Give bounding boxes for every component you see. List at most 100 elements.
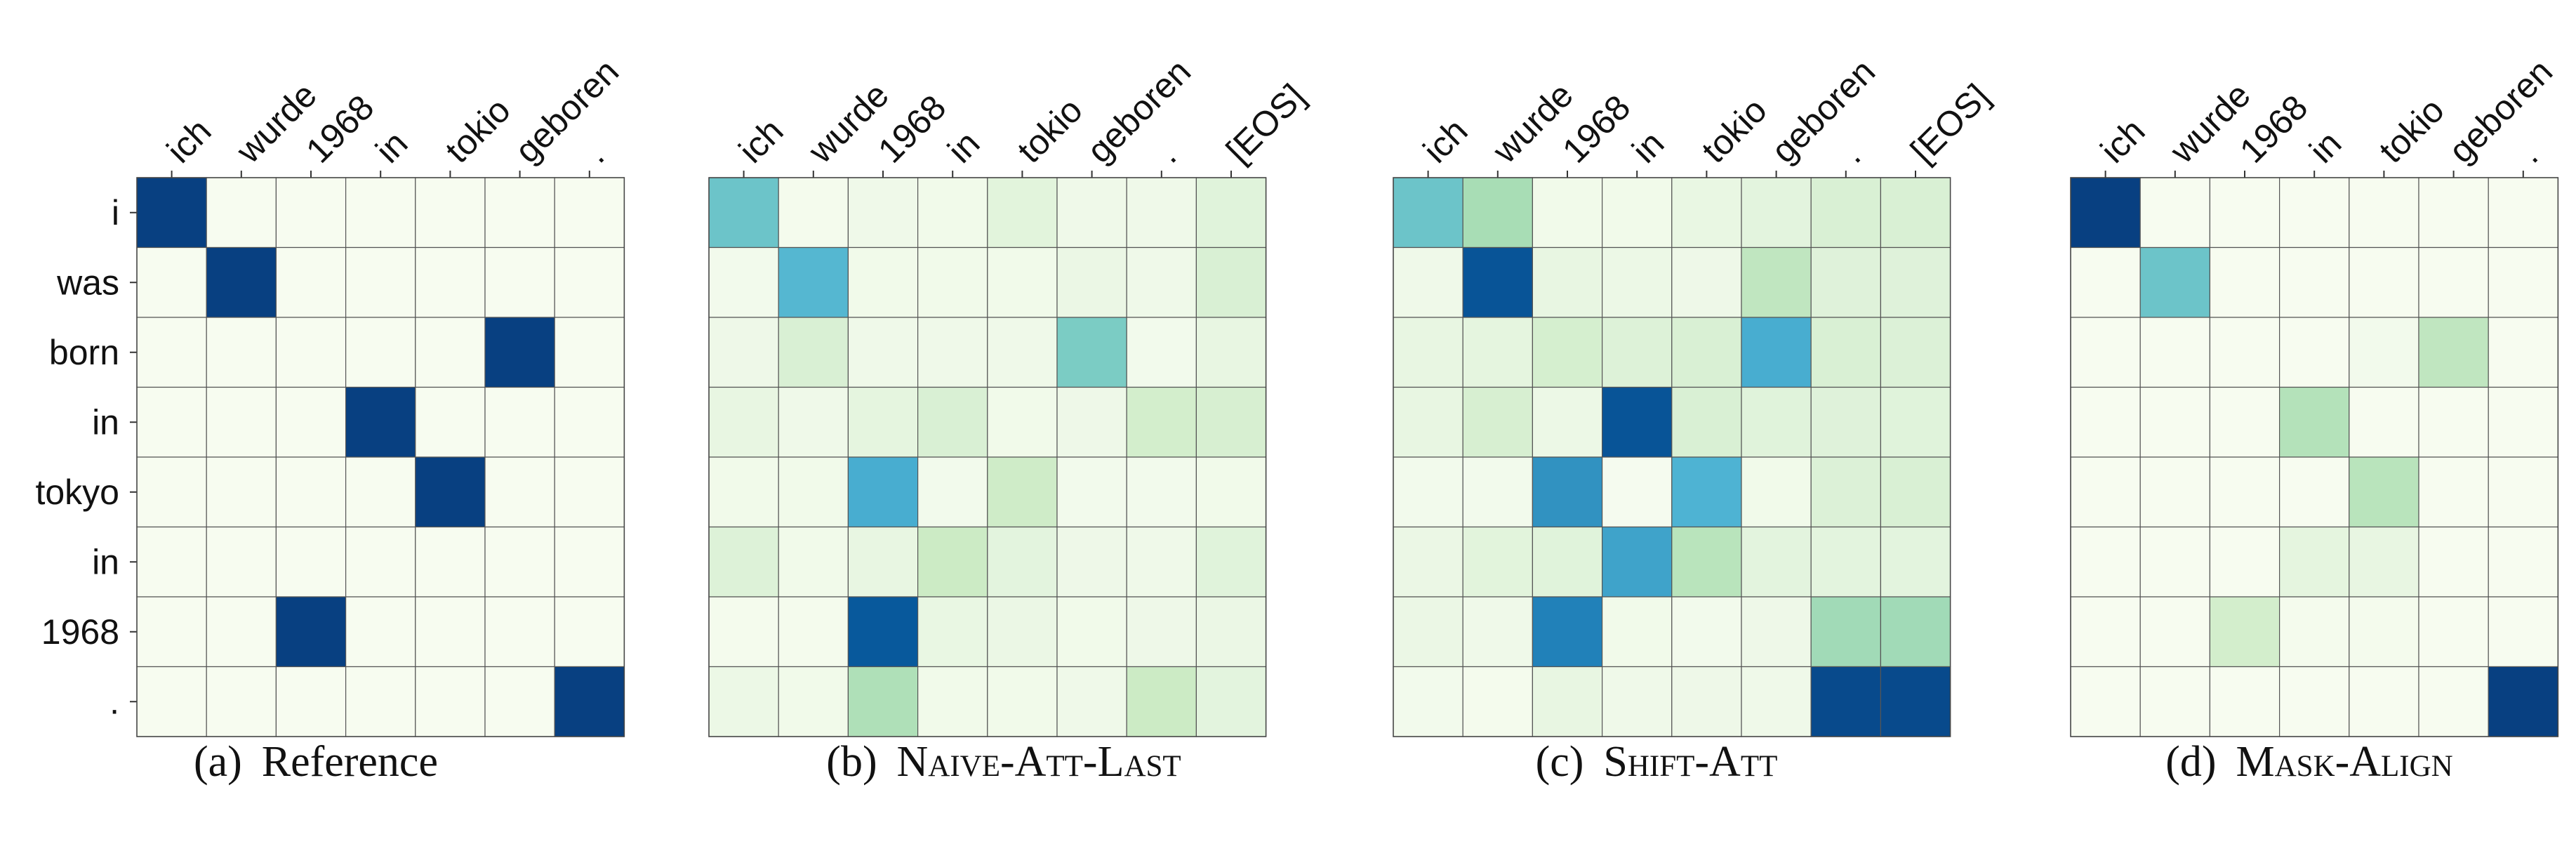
heatmap-cell	[554, 246, 625, 318]
heatmap-frame	[136, 177, 625, 737]
heatmap-cell	[1602, 317, 1673, 388]
heatmap-cell	[415, 177, 486, 249]
heatmap-cell	[2418, 246, 2489, 318]
heatmap-cell	[206, 386, 277, 458]
heatmap-cell	[1532, 177, 1603, 249]
heatmap-cell	[1602, 386, 1673, 458]
heatmap-cell	[778, 386, 849, 458]
heatmap-cell	[2139, 317, 2210, 388]
x-tick-label: tokio	[1694, 90, 1774, 170]
heatmap-cell	[2139, 177, 2210, 249]
x-tick-label: ich	[159, 111, 219, 171]
heatmap-cell	[1532, 246, 1603, 318]
heatmap-cell	[484, 246, 555, 318]
heatmap-cell	[275, 386, 347, 458]
heatmap-cell	[206, 526, 277, 598]
heatmap-cell	[1532, 317, 1603, 388]
heatmap-cell	[275, 246, 347, 318]
heatmap-cell	[1195, 666, 1267, 737]
heatmap-cell	[1810, 456, 1881, 528]
x-tick-label: tokio	[438, 90, 518, 170]
y-tick-label: .	[109, 682, 119, 721]
heatmap-cell	[987, 317, 1058, 388]
heatmap-cell	[1532, 596, 1603, 668]
heatmap-cell	[1671, 596, 1742, 668]
heatmap-cell	[2488, 386, 2558, 458]
heatmap-cell	[554, 456, 625, 528]
heatmap-cell	[2349, 177, 2419, 249]
heatmap-cell	[1195, 177, 1267, 249]
heatmap-cell	[1126, 177, 1197, 249]
heatmap-cell	[987, 177, 1058, 249]
heatmap-cell	[1393, 456, 1463, 528]
x-tick-label: geboren	[507, 51, 626, 170]
heatmap-cell	[708, 596, 779, 668]
heatmap-cell	[206, 246, 277, 318]
heatmap-cell	[136, 526, 207, 598]
heatmap-cell	[1393, 177, 1463, 249]
heatmap-cell	[2209, 456, 2280, 528]
heatmap-cell	[708, 177, 779, 249]
heatmap-cell	[554, 317, 625, 388]
heatmap-cell	[136, 456, 207, 528]
heatmap-cell	[2488, 177, 2558, 249]
heatmap-frame	[708, 177, 1267, 737]
heatmap-cell	[415, 526, 486, 598]
heatmap-cell	[1671, 317, 1742, 388]
heatmap-cell	[1602, 246, 1673, 318]
heatmap-cell	[484, 596, 555, 668]
heatmap-cell	[2070, 666, 2141, 737]
heatmap-cell	[1056, 456, 1127, 528]
heatmap-cell	[1671, 386, 1742, 458]
caption-a-title: Reference	[261, 738, 438, 786]
heatmap-cell	[1195, 386, 1267, 458]
heatmap-cell	[1880, 666, 1951, 737]
heatmap-frame	[1393, 177, 1951, 737]
heatmap-frame	[2070, 177, 2559, 737]
heatmap-cell	[1056, 526, 1127, 598]
heatmap-cell	[1462, 526, 1533, 598]
heatmap-cell	[1393, 386, 1463, 458]
heatmap-cell	[778, 456, 849, 528]
y-tick-label: in	[92, 542, 119, 581]
heatmap-cell	[1462, 666, 1533, 737]
x-tick-label: .	[2511, 136, 2545, 170]
caption-a: (a) Reference	[133, 737, 498, 800]
caption-d: (d) Mask-Align	[2064, 737, 2555, 800]
heatmap-cell	[554, 386, 625, 458]
heatmap-cell	[1741, 317, 1812, 388]
heatmap-cell	[1810, 246, 1881, 318]
heatmap-cell	[1602, 526, 1673, 598]
heatmap-cell	[554, 666, 625, 737]
x-tick-label: ich	[731, 111, 791, 171]
heatmap-cell	[847, 246, 919, 318]
heatmap-cell	[345, 386, 416, 458]
heatmap-cell	[1195, 246, 1267, 318]
heatmap-cell	[484, 666, 555, 737]
heatmap-cell	[1741, 456, 1812, 528]
heatmap-cell	[2279, 317, 2350, 388]
heatmap-cell	[1195, 456, 1267, 528]
heatmap-cell	[847, 386, 919, 458]
heatmap-cell	[1602, 456, 1673, 528]
heatmap-cell	[1393, 317, 1463, 388]
heatmap-cell	[345, 456, 416, 528]
caption-c-label: (c)	[1535, 738, 1584, 786]
heatmap-cell	[1462, 386, 1533, 458]
heatmap-cell	[778, 317, 849, 388]
heatmap-cell	[1741, 596, 1812, 668]
heatmap-cell	[415, 317, 486, 388]
heatmap-cell	[2279, 386, 2350, 458]
heatmap-cell	[847, 666, 919, 737]
heatmap-cell	[1671, 246, 1742, 318]
heatmap-cell	[987, 526, 1058, 598]
heatmap-cell	[708, 666, 779, 737]
heatmap-cell	[1741, 666, 1812, 737]
x-tick-label: wurde	[2162, 75, 2258, 171]
heatmap-cell	[778, 526, 849, 598]
heatmap-cell	[1532, 666, 1603, 737]
heatmap-cell	[136, 666, 207, 737]
heatmap-cell	[1462, 596, 1533, 668]
heatmap-cell	[275, 596, 347, 668]
